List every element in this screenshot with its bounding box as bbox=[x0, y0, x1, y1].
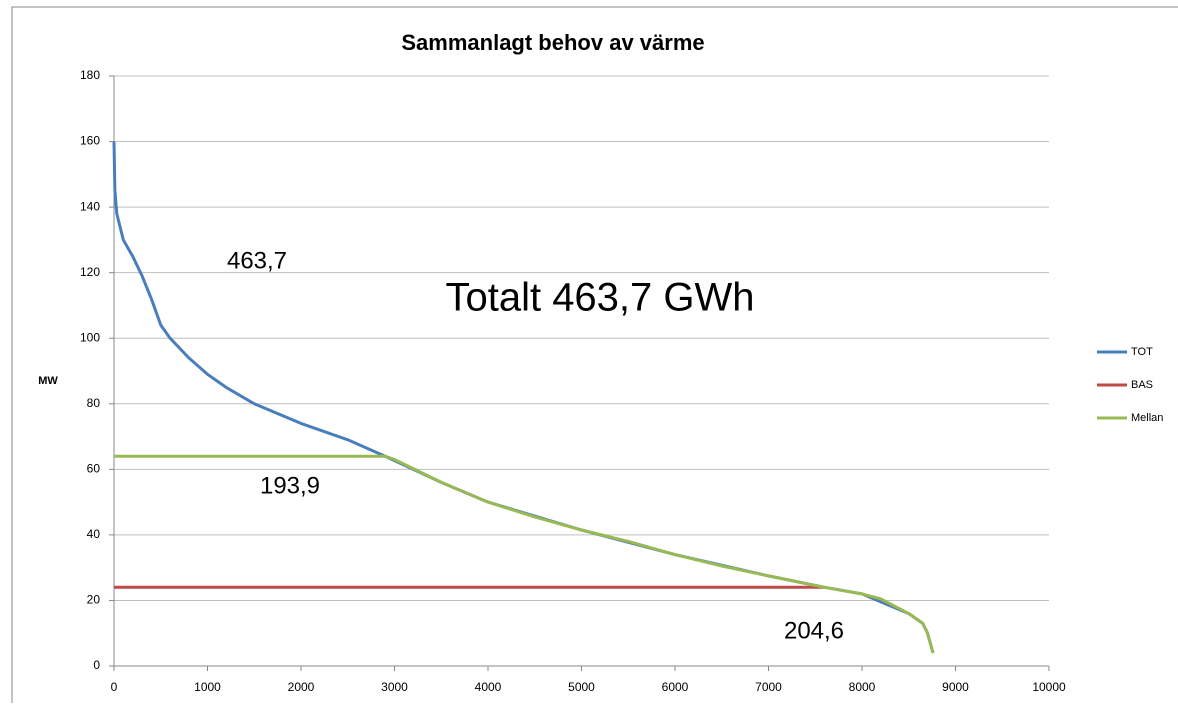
legend-label: Mellan bbox=[1131, 412, 1163, 424]
x-tick-label: 6000 bbox=[662, 680, 689, 694]
series-line bbox=[114, 454, 935, 654]
y-tick-label: 20 bbox=[87, 593, 101, 607]
y-tick-label: 40 bbox=[87, 527, 101, 541]
y-tick-label: 0 bbox=[93, 658, 100, 672]
y-tick-label: 80 bbox=[87, 396, 101, 410]
x-tick-label: 4000 bbox=[475, 680, 502, 694]
series-line bbox=[112, 141, 935, 654]
y-tick-label: 100 bbox=[80, 330, 100, 344]
annotation: 204,6 bbox=[784, 617, 844, 644]
annotation: 193,9 bbox=[260, 472, 320, 499]
y-axis-label: MW bbox=[38, 375, 58, 387]
x-tick-label: 0 bbox=[111, 680, 118, 694]
annotation: Totalt 463,7 GWh bbox=[445, 276, 754, 320]
annotation: 463,7 bbox=[227, 247, 287, 274]
y-tick-label: 180 bbox=[80, 68, 100, 82]
y-tick-label: 60 bbox=[87, 462, 101, 476]
x-tick-label: 2000 bbox=[288, 680, 315, 694]
x-tick-label: 1000 bbox=[194, 680, 221, 694]
x-tick-label: 10000 bbox=[1032, 680, 1066, 694]
x-tick-label: 7000 bbox=[755, 680, 782, 694]
x-tick-label: 9000 bbox=[942, 680, 969, 694]
legend-label: TOT bbox=[1131, 346, 1153, 358]
chart-title: Sammanlagt behov av värme bbox=[401, 30, 704, 55]
x-tick-label: 3000 bbox=[381, 680, 408, 694]
y-tick-label: 120 bbox=[80, 265, 100, 279]
y-tick-label: 140 bbox=[80, 199, 100, 213]
x-tick-label: 8000 bbox=[849, 680, 876, 694]
x-tick-label: 5000 bbox=[568, 680, 595, 694]
y-tick-label: 160 bbox=[80, 134, 100, 148]
legend-label: BAS bbox=[1131, 379, 1153, 391]
